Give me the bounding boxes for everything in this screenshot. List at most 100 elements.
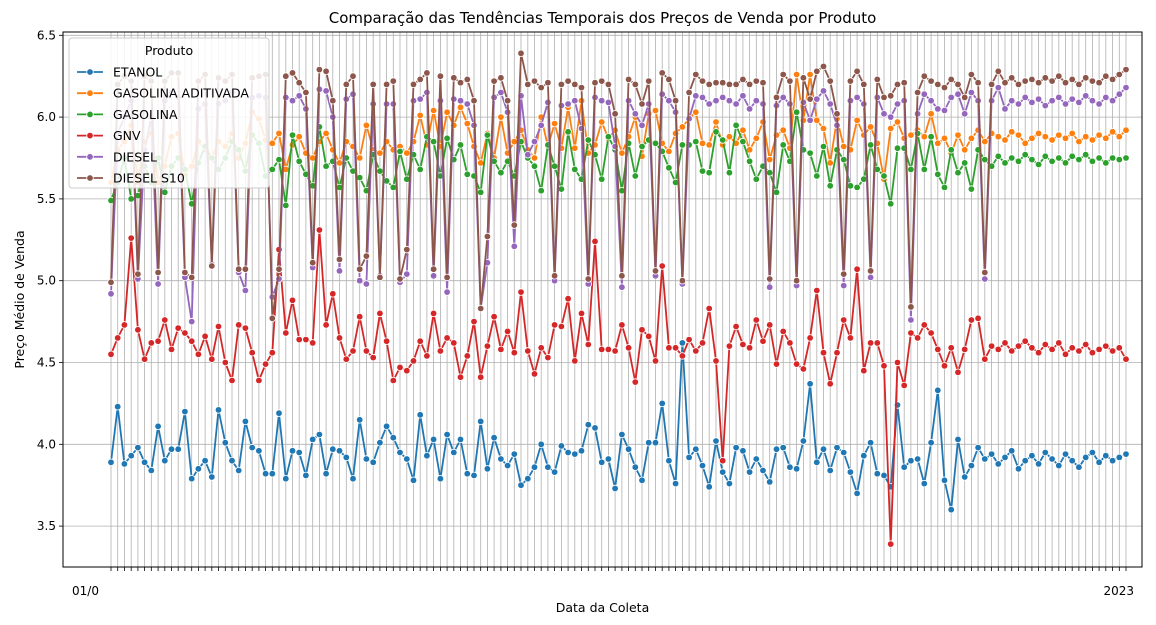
data-point: [1061, 350, 1070, 358]
data-point: [187, 317, 196, 326]
data-point: [940, 106, 949, 115]
data-point: [698, 77, 707, 85]
data-point: [181, 407, 189, 416]
data-point: [322, 162, 330, 170]
data-point: [510, 450, 518, 458]
data-point: [369, 80, 377, 89]
data-point: [530, 463, 539, 471]
data-point: [833, 443, 841, 452]
legend-label: GNV: [113, 128, 141, 143]
data-point: [873, 470, 881, 478]
data-point: [598, 458, 606, 466]
data-point: [1048, 345, 1056, 354]
data-point: [961, 345, 969, 354]
data-point: [1048, 455, 1056, 463]
data-point: [403, 455, 411, 463]
data-point: [1075, 137, 1083, 146]
data-point: [1115, 70, 1123, 79]
data-point: [429, 137, 438, 146]
data-point: [161, 457, 169, 465]
data-point: [268, 165, 276, 174]
data-point: [483, 232, 492, 241]
data-point: [571, 80, 579, 89]
legend-label: GASOLINA: [113, 107, 178, 122]
data-point: [282, 72, 290, 80]
data-point: [806, 334, 814, 342]
data-point: [369, 458, 377, 466]
data-point: [826, 159, 834, 167]
data-point: [423, 452, 431, 460]
data-point: [792, 277, 801, 285]
data-point: [853, 116, 861, 124]
data-point: [987, 450, 996, 458]
data-point: [651, 139, 660, 147]
data-point: [826, 100, 834, 108]
data-point: [356, 416, 364, 424]
data-point: [564, 128, 572, 136]
data-point: [356, 265, 364, 273]
data-point: [880, 362, 888, 370]
data-point: [470, 317, 478, 326]
data-point: [745, 344, 754, 352]
data-point: [342, 355, 350, 363]
data-point: [342, 453, 350, 462]
data-point: [638, 121, 646, 129]
data-point: [456, 78, 465, 87]
data-point: [275, 265, 283, 273]
data-point: [658, 399, 666, 408]
data-point: [577, 447, 586, 455]
data-point: [140, 458, 149, 466]
data-point: [1081, 340, 1090, 349]
data-point: [1081, 132, 1090, 141]
data-point: [1068, 457, 1076, 465]
data-point: [1014, 131, 1023, 139]
data-point: [880, 110, 888, 118]
data-point: [981, 275, 989, 283]
data-point: [228, 376, 236, 385]
series-line: [110, 111, 1127, 207]
data-point: [322, 470, 330, 478]
data-point: [443, 288, 451, 296]
data-point: [692, 445, 700, 453]
data-point: [698, 139, 707, 147]
data-point: [241, 265, 250, 273]
data-point: [719, 78, 727, 87]
data-point: [1061, 159, 1070, 167]
data-point: [288, 96, 297, 105]
data-point: [860, 367, 868, 375]
data-point: [1034, 95, 1043, 103]
data-point: [1028, 134, 1036, 142]
data-point: [1088, 157, 1097, 165]
data-point: [161, 188, 169, 196]
data-point: [470, 96, 478, 105]
data-point: [893, 100, 902, 108]
data-point: [766, 321, 774, 329]
data-point: [631, 172, 639, 180]
data-point: [1102, 93, 1110, 102]
data-point: [1014, 157, 1023, 165]
data-point: [967, 134, 976, 142]
data-point: [1115, 132, 1123, 141]
data-point: [826, 77, 834, 85]
data-point: [934, 80, 942, 89]
data-point: [1122, 355, 1130, 363]
data-point: [1021, 150, 1029, 159]
data-point: [497, 345, 505, 354]
data-point: [571, 450, 579, 458]
data-point: [598, 175, 606, 183]
data-point: [288, 296, 297, 304]
data-point: [557, 322, 566, 331]
data-point: [913, 334, 922, 342]
data-point: [759, 466, 767, 475]
data-point: [416, 411, 424, 419]
data-point: [920, 132, 928, 141]
data-point: [705, 100, 713, 108]
data-point: [1068, 152, 1076, 160]
data-point: [503, 461, 512, 470]
data-point: [107, 458, 115, 466]
data-point: [571, 165, 579, 174]
data-point: [752, 175, 760, 183]
data-point: [1041, 152, 1049, 160]
data-point: [577, 83, 586, 92]
data-point: [234, 321, 243, 329]
